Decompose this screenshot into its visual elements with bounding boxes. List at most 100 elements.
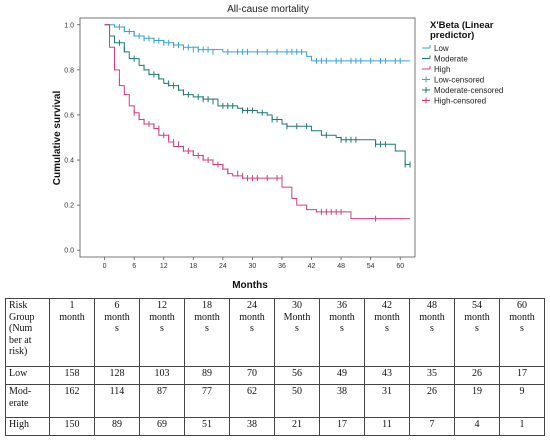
cell-text: 69 (157, 418, 167, 430)
cell-text: month (329, 311, 355, 323)
cell-text: 43 (382, 368, 392, 379)
risk-value-cell: 4 (454, 416, 500, 437)
cell-text: 17 (517, 368, 527, 379)
x-tick-label: 0 (103, 263, 107, 270)
risk-header-cell: 24 month s (229, 298, 275, 367)
risk-row: High 150 89 69 51 38 21 17 11 7 4 1 (5, 416, 545, 437)
cell-text: 38 (337, 386, 347, 398)
y-tick-label: 0.6 (64, 112, 74, 119)
x-tick-label: 18 (189, 263, 197, 270)
risk-group-label: Mod-erate (5, 384, 50, 418)
risk-header-cell: 18 month s (184, 298, 230, 367)
risk-header-cell: 30 Month s (274, 298, 320, 367)
risk-header-cell: 60 month s (499, 298, 545, 367)
cell-text: erate (9, 397, 29, 409)
risk-header-cell: 36 month s (319, 298, 365, 367)
x-tick-label: 36 (278, 263, 286, 270)
cell-text: 48 (427, 300, 437, 311)
cell-text: 128 (109, 368, 125, 379)
risk-header-cell: 54 month s (454, 298, 500, 367)
risk-value-cell: 35 (409, 365, 455, 386)
legend-title: predictor) (430, 30, 474, 41)
cell-text: 114 (109, 386, 125, 398)
cell-text: s (385, 323, 389, 334)
risk-value-cell: 158 (49, 365, 95, 386)
cell-text: 9 (519, 386, 525, 398)
risk-header-cell: 48 month s (409, 298, 455, 367)
x-tick-label: 48 (337, 263, 345, 270)
cell-text: 21 (292, 418, 302, 430)
cell-text: Mod- (9, 386, 32, 398)
cell-text: 60 (517, 300, 527, 311)
cell-text: 1 (519, 418, 525, 430)
series-line-low (104, 24, 411, 62)
cell-text: 26 (427, 386, 437, 398)
x-tick-label: 60 (396, 263, 404, 270)
risk-value-cell: 103 (139, 365, 185, 386)
risk-value-cell: 49 (319, 365, 365, 386)
y-tick-label: 0.4 (64, 158, 74, 165)
cell-text: 49 (337, 368, 347, 379)
risk-table: Risk Group (Num ber at risk) 1 month 6 month s 12 m… (5, 298, 545, 437)
risk-value-cell: 56 (274, 365, 320, 386)
cell-text: s (430, 323, 434, 334)
cell-text: 1 (69, 300, 75, 311)
legend-label: Low (434, 44, 449, 53)
risk-header-cell: 6 month s (94, 298, 140, 367)
risk-value-cell: 69 (139, 416, 185, 437)
cell-text: s (160, 323, 164, 334)
series-line-moderate (104, 24, 411, 166)
risk-value-cell: 21 (274, 416, 320, 437)
cell-text: 35 (427, 368, 437, 379)
risk-value-cell: 87 (139, 384, 185, 418)
cell-text: month (374, 311, 400, 323)
cell-text: 18 (202, 300, 212, 311)
risk-header-cell: Risk Group (Num ber at risk) (5, 298, 50, 367)
risk-value-cell: 38 (319, 384, 365, 418)
cell-text: 12 (157, 300, 167, 311)
cell-text: 36 (337, 300, 347, 311)
cell-text: 77 (202, 386, 212, 398)
risk-value-cell: 26 (454, 365, 500, 386)
cell-text: 11 (382, 418, 392, 430)
risk-value-cell: 89 (94, 416, 140, 437)
risk-value-cell: 11 (364, 416, 410, 437)
plot-frame (79, 17, 416, 258)
risk-header-cell: 12 month s (139, 298, 185, 367)
cell-text: Month (283, 311, 311, 323)
y-tick-label: 1.0 (64, 22, 74, 29)
risk-value-cell: 19 (454, 384, 500, 418)
risk-value-cell: 128 (94, 365, 140, 386)
risk-value-cell: 150 (49, 416, 95, 437)
risk-value-cell: 50 (274, 384, 320, 418)
legend-label: Low-censored (434, 75, 484, 84)
x-axis-label: Months (232, 280, 268, 290)
cell-text: 42 (382, 300, 392, 311)
risk-value-cell: 38 (229, 416, 275, 437)
risk-value-cell: 89 (184, 365, 230, 386)
cell-text: s (520, 323, 524, 334)
cell-text: 19 (472, 386, 482, 398)
cell-text: month (104, 311, 130, 323)
cell-text: 38 (247, 418, 257, 430)
risk-value-cell: 77 (184, 384, 230, 418)
risk-value-cell: 7 (409, 416, 455, 437)
risk-value-cell: 26 (409, 384, 455, 418)
cell-text: 50 (292, 386, 302, 398)
legend-label: High (434, 65, 450, 74)
cell-text: 30 (292, 300, 302, 311)
x-tick-label: 42 (308, 263, 316, 270)
cell-text: 87 (157, 386, 167, 398)
cell-text: month (149, 311, 175, 323)
risk-header-cell: 1 month (49, 298, 95, 367)
cell-text: Low (9, 368, 28, 379)
cell-text: 24 (247, 300, 257, 311)
x-tick-label: 6 (132, 263, 136, 270)
cell-text: s (340, 323, 344, 334)
cell-text: s (115, 323, 119, 334)
legend-label: Moderate (434, 54, 468, 63)
y-tick-label: 0.2 (64, 203, 74, 210)
risk-value-cell: 114 (94, 384, 140, 418)
cell-text: 26 (472, 368, 482, 379)
cell-text: 7 (429, 418, 435, 430)
